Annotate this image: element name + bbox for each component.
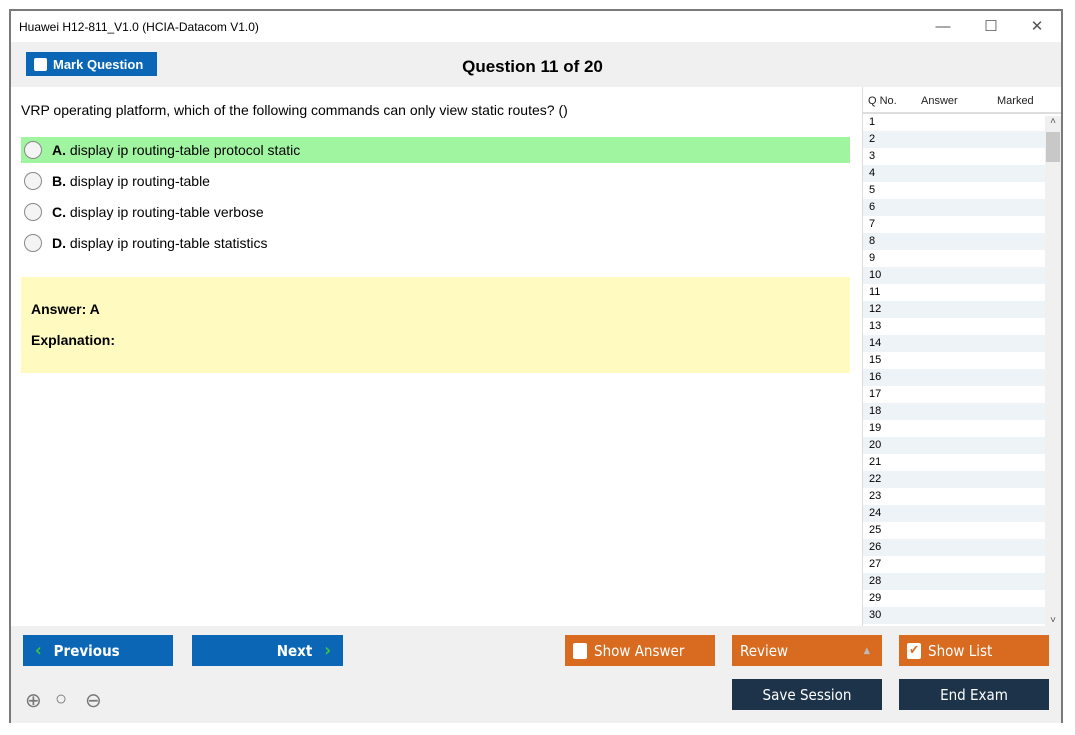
list-row[interactable]: 15: [869, 354, 882, 366]
list-row[interactable]: 30: [863, 607, 1045, 624]
question-list: Q No. Answer Marked 1 2 3 4 5 6 7 8 9 10 11 12 13 14 1…: [862, 87, 1061, 626]
end-exam-button[interactable]: End Exam: [899, 679, 1049, 710]
window-title: Huawei H12-811_V1.0 (HCIA-Datacom V1.0): [19, 20, 259, 34]
option-letter: C.: [52, 204, 66, 220]
list-row[interactable]: 2: [863, 131, 1045, 148]
option-letter: D.: [52, 235, 66, 251]
show-answer-label: Show Answer: [594, 641, 685, 660]
show-list-label: Show List: [928, 641, 993, 660]
list-row[interactable]: 21: [869, 456, 882, 468]
explanation-label: Explanation:: [31, 332, 116, 348]
list-row[interactable]: 7: [869, 218, 876, 230]
list-row[interactable]: 3: [869, 150, 876, 162]
answer-label: Answer: A: [31, 301, 100, 317]
list-row[interactable]: 25: [869, 524, 882, 536]
list-row[interactable]: 11: [869, 286, 881, 298]
list-row[interactable]: 18: [863, 403, 1045, 420]
checkbox-icon: [573, 642, 587, 659]
list-header: Q No. Answer Marked: [863, 87, 1061, 114]
next-button[interactable]: Next ›: [192, 635, 343, 666]
list-row[interactable]: 22: [863, 471, 1045, 488]
list-row[interactable]: 20: [863, 437, 1045, 454]
list-row[interactable]: 26: [863, 539, 1045, 556]
show-list-button[interactable]: ✔ Show List: [899, 635, 1049, 666]
zoom-reset-icon[interactable]: ○: [55, 688, 68, 710]
list-row[interactable]: 5: [869, 184, 876, 196]
chevron-right-icon: ›: [324, 640, 331, 661]
zoom-out-icon[interactable]: ⊖: [85, 690, 102, 712]
list-row[interactable]: 14: [863, 335, 1045, 352]
show-answer-button[interactable]: Show Answer: [565, 635, 715, 666]
header-marked: Marked: [997, 95, 1034, 107]
zoom-in-icon[interactable]: ⊕: [25, 690, 42, 712]
bottom-bar: ‹ Previous Next › Show Answer Review ▲ ✔ Sho…: [11, 626, 1061, 723]
previous-label: Previous: [53, 641, 120, 660]
scroll-thumb[interactable]: [1046, 132, 1060, 162]
list-row[interactable]: 28: [863, 573, 1045, 590]
close-button[interactable]: ✕: [1030, 18, 1044, 35]
question-title: Question 11 of 20: [462, 57, 603, 76]
title-bar: Huawei H12-811_V1.0 (HCIA-Datacom V1.0) …: [11, 11, 1061, 42]
previous-button[interactable]: ‹ Previous: [23, 635, 173, 666]
chevron-left-icon: ‹: [35, 640, 42, 661]
header-qno: Q No.: [868, 95, 897, 107]
scroll-down-icon[interactable]: ˅: [1050, 615, 1056, 626]
list-row[interactable]: 16: [863, 369, 1045, 386]
option-text: display ip routing-table verbose: [69, 204, 264, 220]
option-d[interactable]: D. display ip routing-table statistics: [21, 230, 850, 256]
app-window: Huawei H12-811_V1.0 (HCIA-Datacom V1.0) …: [9, 9, 1063, 723]
option-text: display ip routing-table: [69, 173, 210, 189]
radio-button[interactable]: [24, 203, 42, 221]
list-row[interactable]: 10: [863, 267, 1045, 284]
review-dropdown[interactable]: Review ▲: [732, 635, 882, 666]
option-a[interactable]: A. display ip routing-table protocol sta…: [21, 137, 850, 163]
option-text: display ip routing-table protocol static: [69, 142, 301, 158]
option-text: display ip routing-table statistics: [69, 235, 268, 251]
toolbar: Question 11 of 20 Mark Question: [11, 42, 1061, 87]
save-session-button[interactable]: Save Session: [732, 679, 882, 710]
list-row[interactable]: 24: [863, 505, 1045, 522]
list-row[interactable]: 8: [863, 233, 1045, 250]
option-letter: A.: [52, 142, 66, 158]
list-row[interactable]: 9: [869, 252, 876, 264]
list-row[interactable]: 27: [869, 558, 882, 570]
option-b[interactable]: B. display ip routing-table: [21, 168, 850, 194]
list-row[interactable]: 13: [869, 320, 882, 332]
answer-box: Answer: A Explanation:: [21, 277, 850, 373]
list-row[interactable]: 6: [863, 199, 1045, 216]
review-label: Review: [740, 641, 789, 660]
option-c[interactable]: C. display ip routing-table verbose: [21, 199, 850, 225]
checkmark-icon: ✔: [907, 642, 921, 659]
scroll-up-icon[interactable]: ˄: [1050, 116, 1056, 127]
list-row[interactable]: 4: [863, 165, 1045, 182]
radio-button[interactable]: [24, 141, 42, 159]
radio-button[interactable]: [24, 234, 42, 252]
header-answer: Answer: [921, 95, 958, 107]
question-panel: VRP operating platform, which of the fol…: [11, 87, 862, 626]
list-row[interactable]: 17: [869, 388, 882, 400]
mark-question-button[interactable]: Mark Question: [26, 52, 157, 76]
caret-up-icon: ▲: [863, 645, 870, 656]
minimize-button[interactable]: —: [935, 18, 951, 35]
next-label: Next: [276, 641, 313, 660]
list-row[interactable]: 12: [863, 301, 1045, 318]
question-text: VRP operating platform, which of the fol…: [21, 102, 568, 118]
option-letter: B.: [52, 173, 66, 189]
list-row[interactable]: 23: [869, 490, 882, 502]
radio-button[interactable]: [24, 172, 42, 190]
scrollbar[interactable]: ˄ ˅: [1045, 116, 1061, 626]
list-row[interactable]: 1: [869, 116, 876, 128]
list-row[interactable]: 29: [869, 592, 882, 604]
checkbox-icon: [34, 57, 47, 71]
maximize-button[interactable]: ☐: [984, 18, 998, 35]
list-row[interactable]: 19: [869, 422, 882, 434]
mark-question-label: Mark Question: [53, 56, 144, 72]
